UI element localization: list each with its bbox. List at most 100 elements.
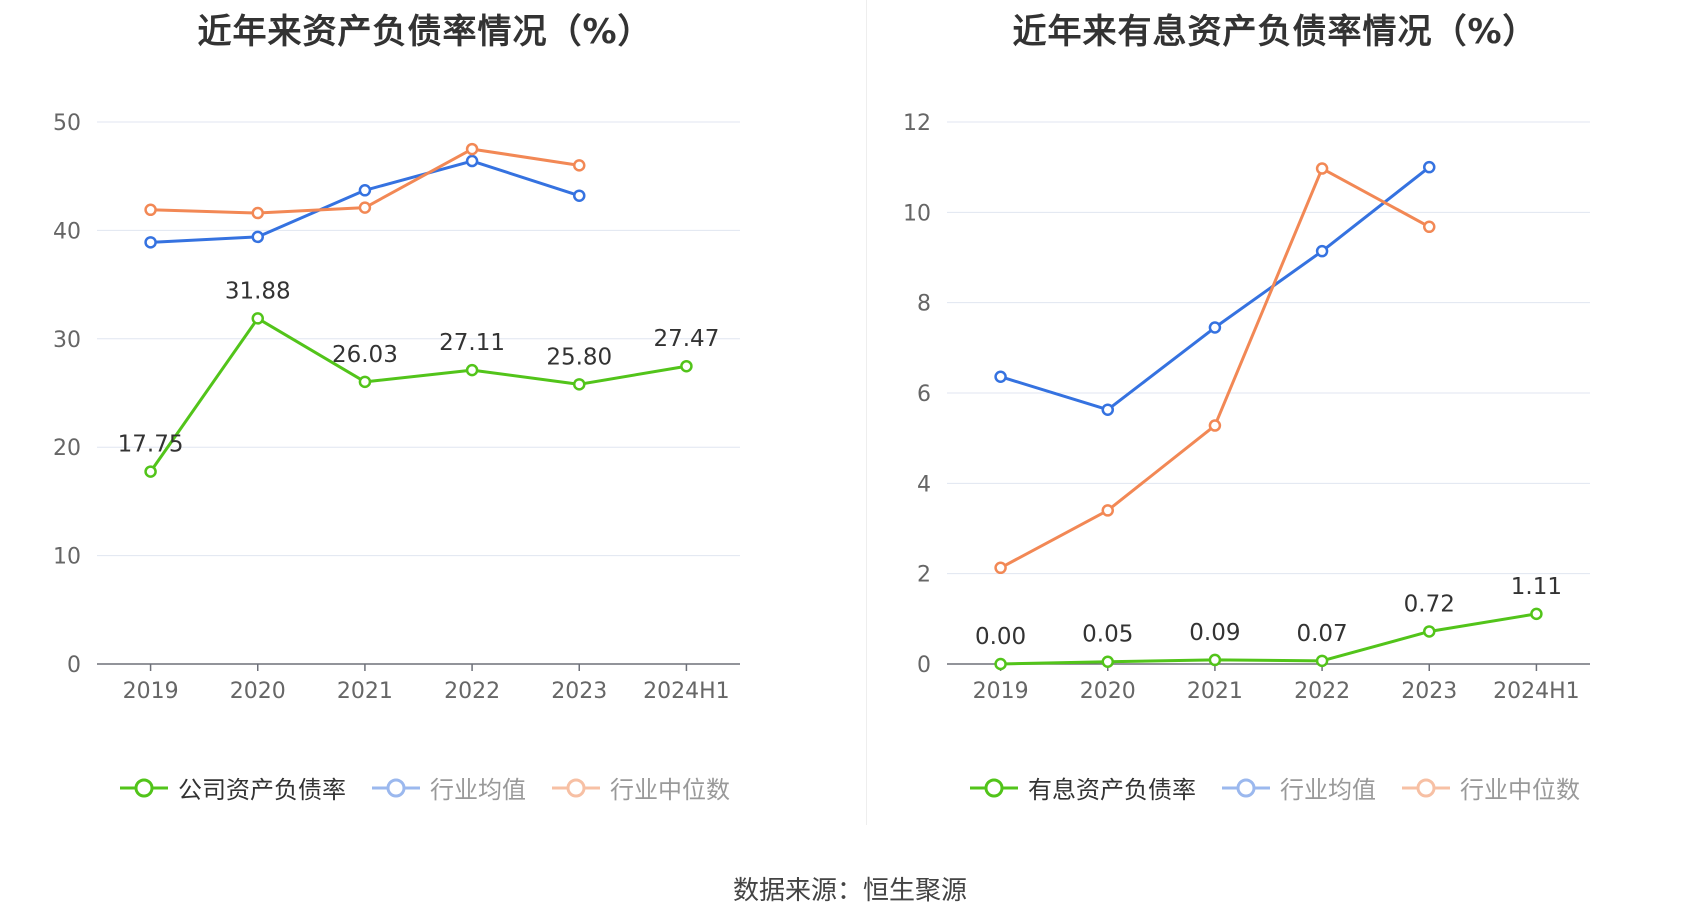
data-point-median <box>1315 162 1329 175</box>
data-point-median <box>358 201 372 214</box>
data-label: 1.11 <box>1511 574 1562 600</box>
y-tick-label: 50 <box>53 111 81 136</box>
data-point-avg <box>144 236 157 249</box>
data-point-company <box>1423 625 1436 638</box>
data-point-avg <box>251 230 264 244</box>
data-point-avg <box>1101 403 1114 416</box>
x-tick-label: 2020 <box>1080 679 1136 704</box>
x-tick-label: 2021 <box>1187 679 1243 704</box>
legend-avg-line-icon <box>372 778 420 797</box>
data-point-avg <box>1423 160 1436 174</box>
data-point-avg <box>994 370 1007 383</box>
data-point-median <box>144 203 157 217</box>
legend-item-interest-debt-ratio[interactable]: 有息资产负债率 <box>970 770 1196 805</box>
left-chart-legend: 公司资产负债率 行业均值 行业中位数 <box>0 770 850 805</box>
legend-item-industry-average[interactable]: 行业均值 <box>372 770 526 805</box>
data-point-median <box>994 561 1007 575</box>
y-tick-label: 20 <box>53 436 81 461</box>
data-point-company <box>680 359 693 373</box>
data-label: 0.00 <box>975 624 1026 650</box>
data-point-median <box>1101 504 1114 517</box>
y-tick-label: 4 <box>917 472 931 497</box>
data-point-company <box>573 378 586 391</box>
y-tick-label: 40 <box>53 219 81 244</box>
legend-item-industry-median[interactable]: 行业中位数 <box>1402 770 1580 805</box>
data-label: 31.88 <box>225 278 291 304</box>
legend-item-company-debt-ratio[interactable]: 公司资产负债率 <box>120 770 346 805</box>
data-point-company <box>1101 655 1114 668</box>
data-label: 0.09 <box>1189 620 1240 646</box>
data-label: 0.07 <box>1296 621 1347 647</box>
y-tick-label: 30 <box>53 328 81 353</box>
data-point-avg <box>573 189 586 202</box>
x-tick-label: 2024H1 <box>1493 679 1580 704</box>
legend-label-company: 有息资产负债率 <box>1028 776 1196 804</box>
left-chart-title: 近年来资产负债率情况（%） <box>197 12 653 52</box>
right-chart-title: 近年来有息资产负债率情况（%） <box>1012 12 1538 52</box>
data-label: 26.03 <box>332 342 398 368</box>
y-tick-label: 10 <box>53 545 81 570</box>
data-point-company <box>358 375 372 389</box>
data-label: 27.47 <box>653 326 719 352</box>
data-point-company <box>1208 653 1222 667</box>
legend-company-line-icon <box>120 778 168 797</box>
legend-median-line-icon <box>1402 778 1450 797</box>
legend-label-avg: 行业均值 <box>1280 776 1376 804</box>
data-label: 0.05 <box>1082 622 1133 648</box>
x-tick-label: 2019 <box>123 679 179 704</box>
legend-item-industry-median[interactable]: 行业中位数 <box>552 770 730 805</box>
x-tick-label: 2023 <box>551 679 607 704</box>
x-tick-label: 2024H1 <box>643 679 730 704</box>
data-point-median <box>1423 220 1436 234</box>
series-line-median <box>999 167 1430 570</box>
y-tick-label: 10 <box>903 201 931 226</box>
data-label: 27.11 <box>439 330 505 356</box>
right-chart-panel: 近年来有息资产负债率情况（%） 0 2 4 6 8 10 12 2019 2020 2021 202… <box>850 0 1700 820</box>
data-point-median <box>251 206 264 220</box>
data-source-note: 数据来源：恒生聚源 <box>732 876 967 906</box>
right-chart-legend: 有息资产负债率 行业均值 行业中位数 <box>850 770 1700 805</box>
data-point-median <box>465 142 479 156</box>
data-label: 25.80 <box>546 344 612 370</box>
data-point-company <box>465 363 479 377</box>
x-tick-label: 2022 <box>444 679 500 704</box>
x-tick-label: 2022 <box>1294 679 1350 704</box>
series-line-company <box>149 316 687 473</box>
data-point-company <box>144 465 157 478</box>
data-point-company <box>1315 654 1329 668</box>
data-point-company <box>994 657 1007 671</box>
y-tick-label: 8 <box>917 292 931 317</box>
legend-median-line-icon <box>552 778 600 797</box>
x-tick-label: 2023 <box>1401 679 1457 704</box>
legend-company-line-icon <box>970 778 1018 797</box>
data-point-median <box>1208 419 1222 432</box>
series-line-avg <box>1000 165 1431 412</box>
legend-item-industry-average[interactable]: 行业均值 <box>1222 770 1376 805</box>
data-point-avg <box>465 154 479 168</box>
y-tick-label: 0 <box>67 653 81 678</box>
legend-label-median: 行业中位数 <box>610 776 730 804</box>
x-tick-label: 2019 <box>973 679 1029 704</box>
legend-avg-line-icon <box>1222 778 1270 797</box>
data-point-median <box>573 159 586 172</box>
left-chart-plot: 0 10 20 30 40 50 2019 2020 2021 2022 2023 2024H1 17.… <box>53 111 740 704</box>
y-tick-label: 2 <box>917 563 931 588</box>
series-line-company <box>1000 612 1537 666</box>
left-chart-panel: 近年来资产负债率情况（%） 0 10 20 30 40 50 2019 2020 2021 202… <box>0 0 850 820</box>
y-tick-label: 6 <box>917 382 931 407</box>
data-point-avg <box>1208 321 1222 334</box>
panel-divider <box>866 0 867 825</box>
legend-label-company: 公司资产负债率 <box>178 776 346 804</box>
data-point-avg <box>1315 244 1329 258</box>
x-tick-label: 2021 <box>337 679 393 704</box>
data-point-company <box>251 312 264 325</box>
right-chart-plot: 0 2 4 6 8 10 12 2019 2020 2021 2022 2023 2024H1 0.00 0… <box>903 111 1590 704</box>
data-point-avg <box>358 184 372 197</box>
y-tick-label: 12 <box>903 111 931 136</box>
y-tick-label: 0 <box>917 653 931 678</box>
legend-label-avg: 行业均值 <box>430 776 526 804</box>
x-tick-label: 2020 <box>230 679 286 704</box>
data-point-company <box>1530 607 1543 621</box>
legend-label-median: 行业中位数 <box>1460 776 1580 804</box>
data-label: 17.75 <box>118 432 184 458</box>
